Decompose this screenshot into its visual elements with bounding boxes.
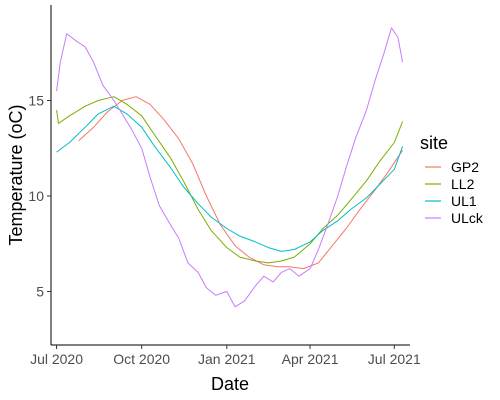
legend-label: ULck (451, 210, 484, 226)
series-line-ulck (56, 27, 404, 308)
series-line-gp2 (78, 96, 404, 270)
x-axis-title: Date (211, 374, 249, 394)
x-tick-label: Oct 2020 (113, 351, 170, 367)
y-axis-title: Temperature (oC) (6, 104, 26, 245)
y-axis-ticks: 5 10 15 (28, 93, 51, 300)
y-tick-label: 15 (28, 93, 44, 109)
x-tick-label: Jul 2021 (368, 351, 421, 367)
series-line-ll2 (56, 96, 404, 264)
series-line-ul1 (56, 105, 404, 252)
x-tick-label: Apr 2021 (282, 351, 339, 367)
legend-label: GP2 (451, 159, 479, 175)
legend-label: LL2 (451, 176, 475, 192)
legend-title: site (420, 133, 448, 153)
x-tick-label: Jan 2021 (198, 351, 256, 367)
x-tick-label: Jul 2020 (30, 351, 83, 367)
plot-area (56, 27, 404, 308)
x-axis-ticks: Jul 2020 Oct 2020 Jan 2021 Apr 2021 Jul 2021 (30, 345, 421, 367)
y-tick-label: 5 (36, 284, 44, 300)
y-tick-label: 10 (28, 188, 44, 204)
legend-label: UL1 (451, 193, 477, 209)
